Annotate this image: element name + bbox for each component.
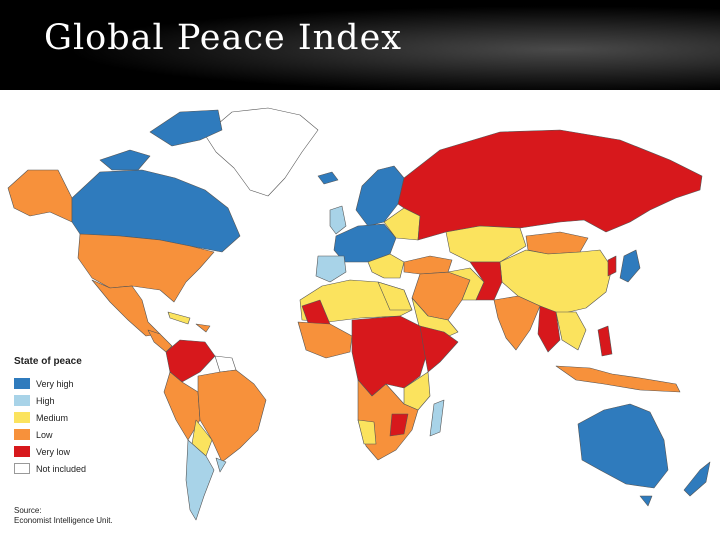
legend-label: Not included [36,463,87,474]
region-russia [397,129,703,241]
region-alaska [7,169,73,223]
legend-swatch [14,446,30,457]
region-balkans [367,253,405,279]
legend-title: State of peace [14,356,82,367]
legend-item-very-high: Very high [14,375,164,392]
map-legend: State of peace Very high High Medium Low… [14,356,164,477]
region-philippines [597,325,613,357]
legend-item-low: Low [14,426,164,443]
legend-item-not-included: Not included [14,460,164,477]
region-iberia [315,255,347,283]
region-australia [577,403,669,489]
legend-swatch [14,463,30,474]
region-egypt [377,281,413,311]
legend-item-very-low: Very low [14,443,164,460]
region-japan [619,249,641,283]
legend-label: Very high [36,378,74,389]
legend-swatch [14,429,30,440]
region-namibia [357,419,377,445]
region-argentina [185,439,215,521]
region-india [493,295,541,351]
world-map [7,107,711,521]
legend-label: High [36,395,55,406]
region-turkey [403,255,453,275]
region-mongolia [525,231,589,255]
region-zimbabwe [389,413,409,437]
region-indonesia [555,365,681,393]
region-greenland [204,107,319,197]
region-cuba [167,311,191,325]
source-label: Source: [14,506,42,515]
legend-swatch [14,412,30,423]
legend-item-medium: Medium [14,409,164,426]
region-iceland [317,171,339,185]
region-new-zealand [683,461,711,497]
region-east-africa [403,371,431,411]
region-mexico [91,279,161,337]
slide-title: Global Peace Index [44,18,403,58]
title-banner [0,0,720,90]
legend-label: Low [36,429,53,440]
legend-label: Very low [36,446,71,457]
region-guianas [214,355,237,373]
region-west-africa [297,321,353,359]
region-peru [163,371,201,441]
region-myanmar [537,305,561,353]
region-canada-arctic-islands-2 [99,149,151,171]
region-uruguay [215,457,227,473]
region-brazil [197,369,267,463]
region-uk [329,205,347,235]
legend-label: Medium [36,412,69,423]
region-canada-arctic-islands [149,109,223,147]
source-note: Source: Economist Intelligence Unit. [14,506,113,526]
legend-item-high: High [14,392,164,409]
region-southeast-asia [555,311,587,351]
region-madagascar [429,399,445,437]
source-name: Economist Intelligence Unit. [14,516,113,525]
region-horn-africa [419,325,459,373]
region-korea [607,255,617,277]
region-kazakhstan [445,225,527,263]
region-hispaniola [195,323,211,333]
region-usa [77,233,215,303]
legend-swatch [14,378,30,389]
region-central-america [147,329,173,353]
legend-swatch [14,395,30,406]
region-tasmania [639,495,653,507]
